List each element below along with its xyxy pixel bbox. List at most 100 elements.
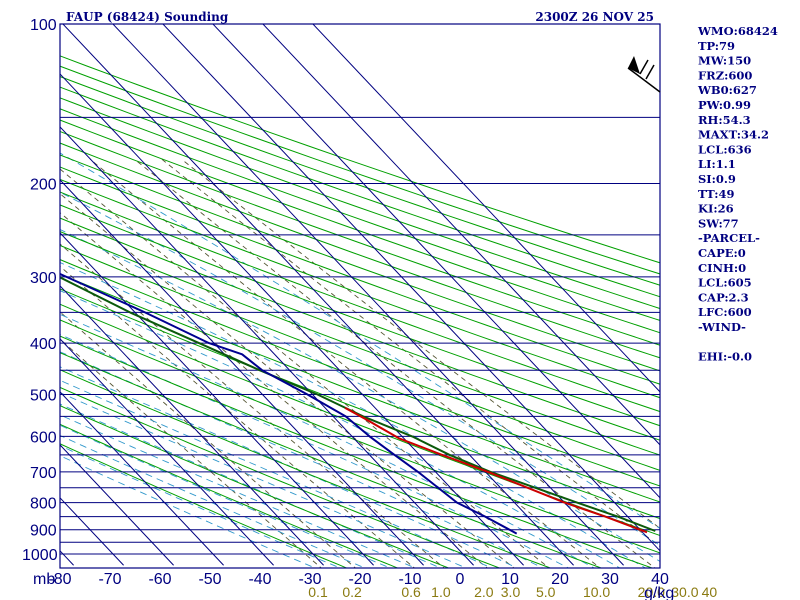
dry-adiabat-180 xyxy=(60,119,660,334)
wind-barb-flag xyxy=(639,59,649,75)
pressure-tick-label: 400 xyxy=(30,336,57,353)
mixing-ratio-tick-label: 1.0 xyxy=(431,584,451,600)
moist-adiabat--5 xyxy=(60,379,493,568)
mixing-ratio-lines xyxy=(60,158,660,568)
temperature-tick-label: -20 xyxy=(348,571,371,588)
mixing-ratio-tick-label: 40 xyxy=(702,584,718,600)
mixing-ratio-tick-label: 20.0 xyxy=(638,584,665,600)
index-line: -WIND- xyxy=(698,320,746,334)
sounding-time: 2300Z 26 NOV 25 xyxy=(535,10,654,24)
dry-adiabat-60 xyxy=(60,273,660,503)
station-title: FAUP (68424) Sounding xyxy=(66,10,229,24)
sounding-profiles xyxy=(60,272,656,535)
pressure-axis: 100 200 300 400 500 600 700 800 900 1000 xyxy=(22,17,58,564)
temperature-tick-label: -50 xyxy=(198,571,221,588)
isotherm--40 xyxy=(60,285,324,566)
dry-adiabat-210 xyxy=(60,86,660,298)
wind-barb-pennant xyxy=(628,55,640,74)
mixing-ratio-tick-label: 10.0 xyxy=(583,584,610,600)
isotherm-60 xyxy=(312,24,660,393)
mixing-ratio-tick-label: 3.0 xyxy=(501,584,521,600)
pressure-tick-label: 800 xyxy=(30,496,57,513)
parcel-profile xyxy=(344,407,648,534)
index-line: CAP:2.3 xyxy=(698,290,749,304)
isotherm--10 xyxy=(60,126,474,566)
index-line: CAPE:0 xyxy=(698,246,746,260)
dry-adiabat--40 xyxy=(60,443,348,568)
index-line: FRZ:600 xyxy=(698,68,752,82)
indices-panel: WMO:68424TP:79MW:150FRZ:600WB0:627PW:0.9… xyxy=(697,24,778,364)
dry-adiabat-130 xyxy=(60,178,660,399)
temperature-profile xyxy=(60,276,656,532)
index-line: TT:49 xyxy=(698,187,735,201)
isotherm-0 xyxy=(60,73,524,566)
mixing-ratio-tick-label: 2.0 xyxy=(474,584,494,600)
temperature-tick-label: -80 xyxy=(48,571,71,588)
dry-adiabat-190 xyxy=(60,108,660,321)
index-line: LCL:605 xyxy=(698,276,752,290)
dry-adiabat-0 xyxy=(60,369,552,568)
isotherm--20 xyxy=(60,179,424,566)
mixing-ratio-tick-label: 0.2 xyxy=(342,584,362,600)
isotherm-50 xyxy=(262,24,660,446)
mixing-ratio-line-4 xyxy=(60,212,488,568)
wind-barb-staff xyxy=(627,67,661,93)
dry-adiabat-150 xyxy=(60,154,660,372)
index-line: EHI:-0.0 xyxy=(698,350,752,364)
isotherm-40 xyxy=(212,24,660,499)
mixing-ratio-line-8 xyxy=(134,158,656,568)
mixing-ratio-tick-label: 30.0 xyxy=(671,584,698,600)
index-line: MW:150 xyxy=(698,54,751,68)
isotherm--100 xyxy=(0,0,24,565)
mixing-ratio-unit-label: g/kg xyxy=(644,585,674,600)
moist-adiabat--25 xyxy=(60,424,392,568)
dry-adiabat-40 xyxy=(60,303,660,537)
index-line: WB0:627 xyxy=(697,83,757,97)
temperature-tick-label: -40 xyxy=(248,571,271,588)
moist-adiabat-15 xyxy=(60,313,596,568)
temperature-tick-label: -70 xyxy=(98,571,121,588)
dry-adiabat-170 xyxy=(60,130,660,346)
dry-adiabat-140 xyxy=(60,166,660,385)
mixing-ratio-line-7 xyxy=(89,158,601,568)
index-line: LFC:600 xyxy=(698,305,752,319)
index-line: SW:77 xyxy=(698,216,739,230)
isotherm--70 xyxy=(60,444,174,566)
index-line: KI:26 xyxy=(698,202,734,216)
pressure-unit-label: mb xyxy=(33,571,55,588)
index-line: MAXT:34.2 xyxy=(698,128,769,142)
dry-adiabat-100 xyxy=(60,217,660,441)
dry-adiabat-10 xyxy=(60,352,603,568)
moist-adiabat-20 xyxy=(60,290,621,568)
dry-adiabat-30 xyxy=(60,319,660,554)
isotherm-30 xyxy=(162,24,660,552)
temperature-axis: -80 -70 -60 -50 -40 -30 -20 -10 0 10 20 30 40 xyxy=(48,571,669,588)
index-line: SI:0.9 xyxy=(698,172,736,186)
moist-adiabat-5 xyxy=(60,351,544,568)
mixing-ratio-line-0 xyxy=(60,338,322,568)
dry-adiabat-220 xyxy=(60,76,660,286)
index-line: LCL:636 xyxy=(698,142,752,156)
dry-adiabat--20 xyxy=(60,405,450,568)
temperature-tick-label: -60 xyxy=(148,571,171,588)
mixing-ratio-tick-label: 5.0 xyxy=(536,584,556,600)
mixing-ratio-axis: 0.1 0.2 0.6 1.0 2.0 3.0 5.0 10.0 20.0 30.0 40 xyxy=(308,584,717,600)
wind-barb-flag xyxy=(645,64,655,80)
temperature-tick-label: 40 xyxy=(651,571,669,588)
dry-adiabat-230 xyxy=(60,65,660,275)
dry-adiabat-240 xyxy=(60,55,660,264)
index-line: WMO:68424 xyxy=(697,24,778,38)
dry-adiabat-90 xyxy=(60,231,660,456)
dry-adiabats xyxy=(60,55,660,568)
wind-barb-area xyxy=(627,55,661,93)
isotherms xyxy=(0,0,660,566)
isotherm--30 xyxy=(60,232,374,566)
pressure-tick-label: 300 xyxy=(30,270,57,287)
mixing-ratio-line-1 xyxy=(60,311,357,568)
index-line: LI:1.1 xyxy=(698,157,736,171)
dry-adiabat-80 xyxy=(60,244,660,471)
plot-frame xyxy=(59,23,661,569)
dry-adiabat-70 xyxy=(60,259,660,487)
dry-adiabat-120 xyxy=(60,191,660,413)
